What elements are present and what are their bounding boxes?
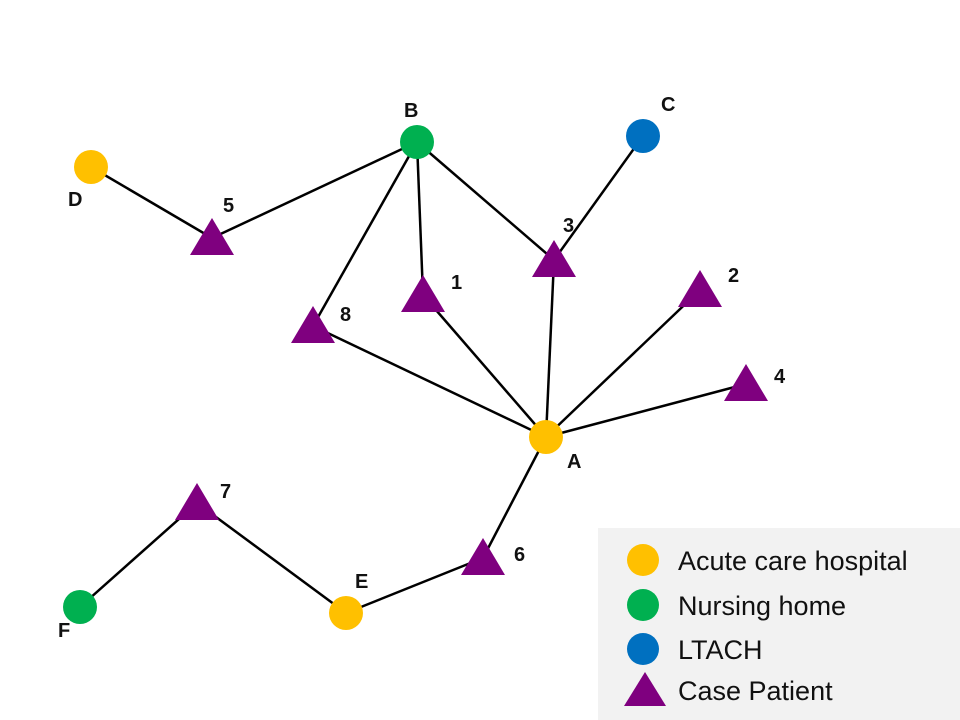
node-label-d: D	[68, 189, 82, 211]
edge-p1-a	[422, 294, 547, 438]
case-patient-2-triangle-icon	[678, 270, 722, 307]
labels-layer: A B C D E F 1 2 3 4 5 6 7 8	[58, 94, 786, 642]
facility-b-circle-icon	[400, 125, 434, 159]
legend: Acute care hospital Nursing home LTACH C…	[598, 528, 960, 720]
case-patient-4-triangle-icon	[724, 364, 768, 401]
node-label-p8: 8	[340, 304, 351, 326]
case-patient-7-triangle-icon	[175, 483, 219, 520]
node-label-f: F	[58, 620, 70, 642]
node-label-b: B	[404, 100, 418, 122]
nodes-layer	[63, 119, 768, 630]
legend-item-acute-care-hospital: Acute care hospital	[627, 544, 908, 576]
node-label-a: A	[567, 451, 581, 473]
legend-label: Case Patient	[678, 676, 833, 706]
edge-p6-e	[345, 556, 484, 615]
facility-c-circle-icon	[626, 119, 660, 153]
edge-c-p3	[552, 135, 645, 261]
edge-p8-a	[312, 324, 547, 439]
node-label-p1: 1	[451, 272, 462, 294]
facility-e-circle-icon	[329, 596, 363, 630]
edges-layer	[79, 135, 747, 615]
case-patient-6-triangle-icon	[461, 538, 505, 575]
legend-label: Nursing home	[678, 591, 846, 621]
case-patient-3-triangle-icon	[532, 240, 576, 277]
case-patient-triangle-icon	[624, 672, 666, 706]
node-label-p3: 3	[563, 215, 574, 237]
legend-label: LTACH	[678, 635, 763, 665]
facility-f-circle-icon	[63, 590, 97, 624]
legend-item-case-patient: Case Patient	[624, 672, 833, 706]
legend-label: Acute care hospital	[678, 546, 908, 576]
case-patient-5-triangle-icon	[190, 218, 234, 255]
edge-p3-a	[544, 259, 556, 438]
edge-a-p6	[481, 436, 548, 559]
node-label-p5: 5	[223, 195, 234, 217]
edge-b-p1	[415, 141, 425, 296]
legend-item-ltach: LTACH	[627, 633, 763, 665]
node-label-c: C	[661, 94, 675, 116]
edge-p7-f	[79, 502, 198, 608]
edge-e-p7	[196, 501, 347, 615]
case-patient-8-triangle-icon	[291, 306, 335, 343]
edge-b-p3	[416, 141, 555, 261]
node-label-p6: 6	[514, 544, 525, 566]
node-label-p7: 7	[220, 481, 231, 503]
legend-item-nursing-home: Nursing home	[627, 589, 846, 621]
nursing-home-circle-icon	[627, 589, 659, 621]
edge-d-p5	[90, 165, 213, 240]
node-label-p2: 2	[728, 265, 739, 287]
case-patient-1-triangle-icon	[401, 275, 445, 312]
facility-d-circle-icon	[74, 150, 108, 184]
acute-care-hospital-circle-icon	[627, 544, 659, 576]
ltach-circle-icon	[627, 633, 659, 665]
edge-p2-a	[545, 289, 701, 438]
node-label-e: E	[355, 571, 368, 593]
facility-a-circle-icon	[529, 420, 563, 454]
edge-p4-a	[545, 382, 747, 439]
node-label-p4: 4	[774, 366, 786, 388]
edge-p5-b	[211, 140, 418, 240]
edge-b-p8	[311, 141, 419, 327]
